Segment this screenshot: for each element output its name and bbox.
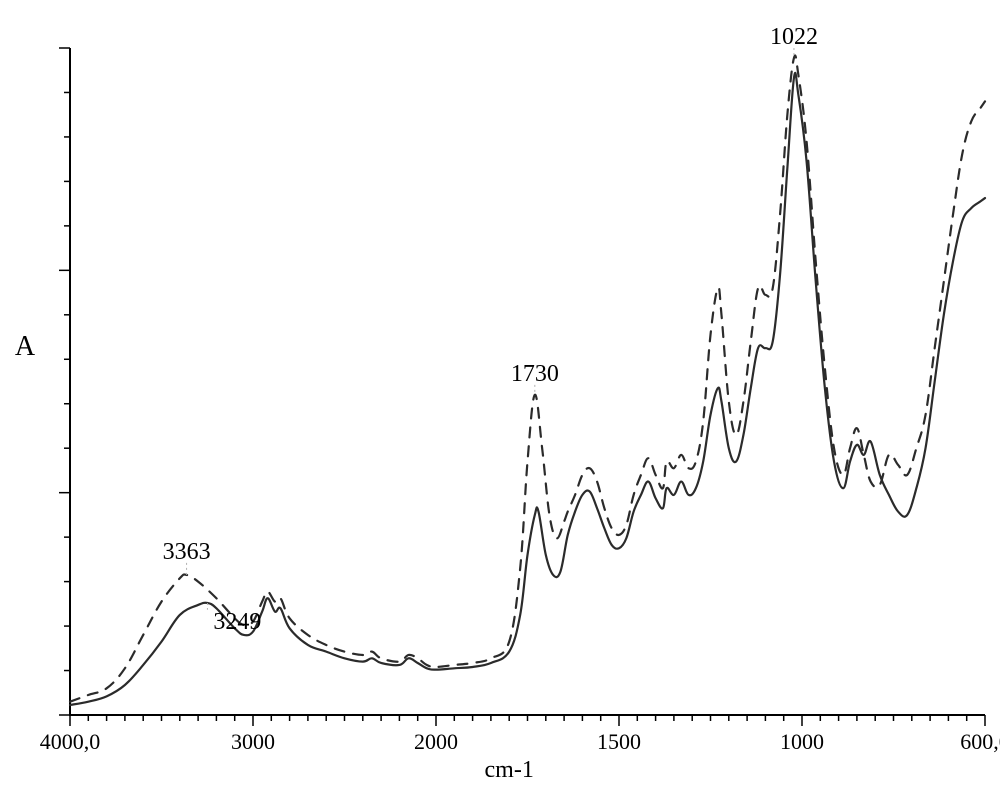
- peak-label: 1022: [770, 24, 818, 50]
- peak-label: 3363: [163, 539, 211, 565]
- x-axis-label: cm-1: [485, 757, 534, 783]
- x-tick-label: 4000,0: [40, 729, 101, 754]
- series-solid: [70, 73, 985, 705]
- y-axis-label: A: [15, 331, 36, 362]
- x-tick-label: 1000: [780, 729, 824, 754]
- peak-label: 1730: [511, 361, 559, 387]
- x-tick-label: 1500: [597, 729, 641, 754]
- chart-svg: 4000,0 3000 2000 1500 1000 600,0 cm-1 A 1022 1730…: [0, 0, 1000, 785]
- x-tick-label: 3000: [231, 729, 275, 754]
- x-tick-label: 600,0: [960, 729, 1000, 754]
- peak-label: 3249: [213, 609, 261, 635]
- x-tick-label: 2000: [414, 729, 458, 754]
- ir-spectrum-chart: 4000,0 3000 2000 1500 1000 600,0 cm-1 A 1022 1730…: [0, 0, 1000, 785]
